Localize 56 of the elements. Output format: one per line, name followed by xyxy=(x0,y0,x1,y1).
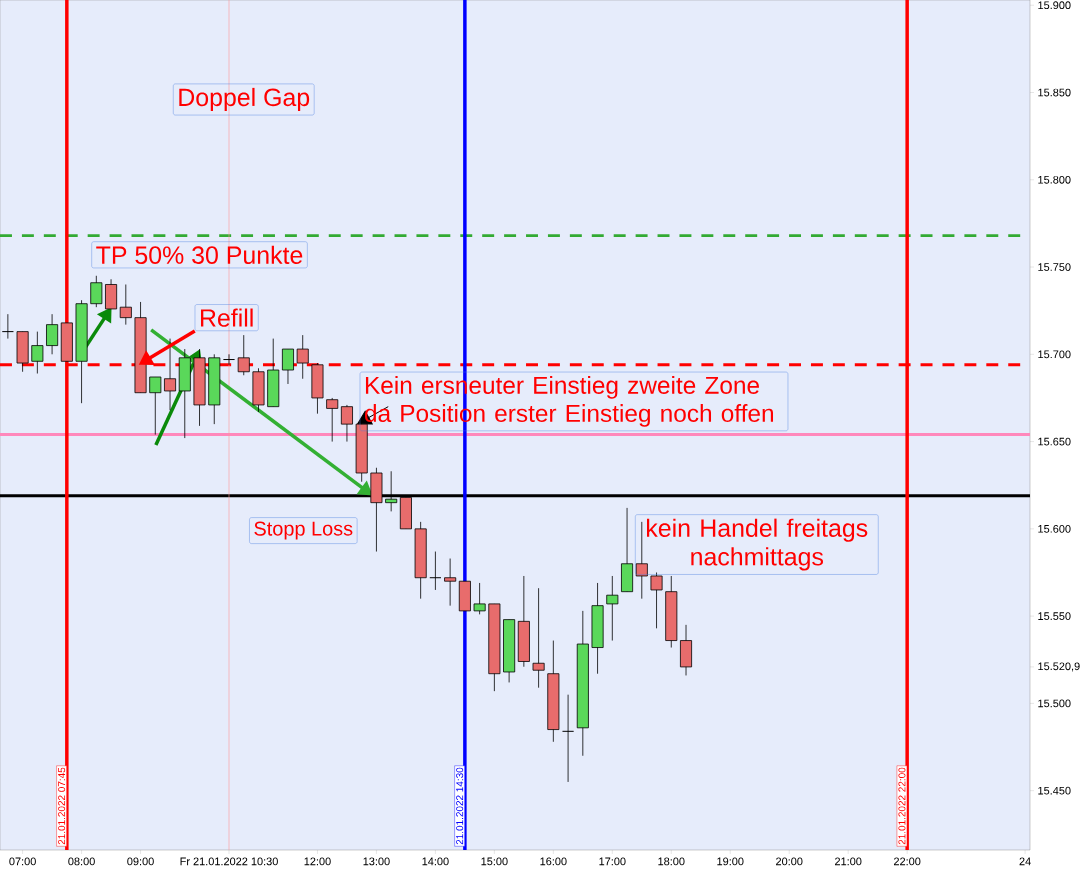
candlestick xyxy=(237,334,250,376)
candlestick xyxy=(473,582,486,615)
y-tick-label: 15.850 xyxy=(1038,88,1071,97)
annotation: Refill xyxy=(201,308,253,327)
y-tick-label: 15.900 xyxy=(1038,1,1071,10)
candlestick xyxy=(326,397,339,442)
y-tick-label: 15.700 xyxy=(1038,350,1071,359)
x-tick-label: 18:00 xyxy=(658,857,685,866)
x-tick-label: 08:00 xyxy=(68,857,95,866)
candlestick xyxy=(90,275,103,308)
ref-line-label: 21.01.2022 07:45 xyxy=(58,767,66,845)
candlestick xyxy=(149,376,162,435)
x-tick-label: 14:00 xyxy=(422,857,449,866)
annotation: Doppel Gap xyxy=(179,87,310,112)
candlestick xyxy=(444,558,457,607)
annotation: kein Handel freitags nachmittags xyxy=(647,518,868,571)
annotation: Stopp Loss xyxy=(254,521,353,540)
candlestick xyxy=(119,284,132,326)
candlestick xyxy=(31,331,44,374)
y-tick-label: 15.650 xyxy=(1038,437,1071,446)
candlestick xyxy=(296,334,309,380)
y-tick-label: 15.550 xyxy=(1038,612,1071,620)
x-tick-label: 22:00 xyxy=(893,857,921,866)
x-tick-label: Fr 21.01.2022 10:30 xyxy=(180,857,278,866)
x-tick-label: 24 xyxy=(1019,857,1031,866)
y-tick-label: 15.500 xyxy=(1038,699,1071,708)
candlestick xyxy=(561,694,575,783)
x-tick-label: 21:00 xyxy=(835,857,862,866)
candlestick xyxy=(46,313,59,355)
y-tick-label: 15.520,9 xyxy=(1038,662,1080,672)
x-tick-label: 16:00 xyxy=(540,857,567,866)
x-tick-label: 12:00 xyxy=(304,857,331,866)
candlestick xyxy=(532,587,545,689)
x-tick-label: 07:00 xyxy=(9,857,36,866)
y-tick-label: 15.750 xyxy=(1038,263,1071,271)
candlestick xyxy=(650,572,663,629)
x-tick-label: 19:00 xyxy=(717,857,744,866)
x-tick-label: 15:00 xyxy=(481,857,508,866)
x-tick-label: 09:00 xyxy=(127,857,154,866)
candlestick xyxy=(222,353,236,366)
candlestick xyxy=(635,521,648,600)
candlestick xyxy=(164,338,177,411)
y-tick-label: 15.800 xyxy=(1038,175,1071,184)
y-tick-label: 15.600 xyxy=(1038,524,1071,533)
candlestick xyxy=(340,404,353,442)
candlestick xyxy=(606,575,619,641)
annotation: TP 50% 30 Punkte xyxy=(96,245,303,264)
candlestick xyxy=(281,348,294,385)
ref-line-label: 21.01.2022 22:00 xyxy=(898,767,906,845)
x-tick-label: 20:00 xyxy=(776,857,803,866)
x-tick-label: 17:00 xyxy=(599,857,626,866)
candlestick xyxy=(429,551,442,591)
ref-line-label: 21.01.2022 14:30 xyxy=(456,767,464,845)
candlestick xyxy=(1,313,14,339)
x-tick-label: 13:00 xyxy=(363,857,390,866)
y-tick-label: 15.450 xyxy=(1038,786,1071,795)
